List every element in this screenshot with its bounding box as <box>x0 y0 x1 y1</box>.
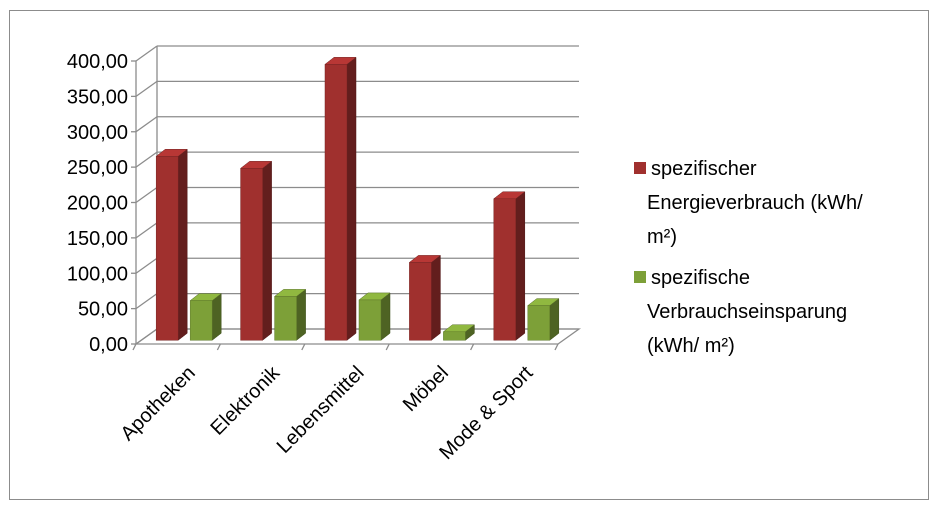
legend-label: spezifische <box>651 267 750 289</box>
x-tick-label: Lebensmittel <box>273 362 369 458</box>
x-tick-mark <box>554 343 559 351</box>
side-wall-gridline <box>135 186 158 204</box>
side-wall-gridline <box>135 80 158 97</box>
legend-swatch <box>634 271 646 283</box>
legend-label: m²) <box>647 226 677 248</box>
x-tick-mark <box>301 343 306 351</box>
x-tick-mark <box>385 343 390 351</box>
bar <box>527 305 551 341</box>
side-wall-gridline <box>135 293 158 310</box>
x-tick-label: Elektronik <box>206 361 284 439</box>
bar <box>358 299 382 341</box>
bar-side <box>346 56 357 341</box>
bar <box>240 168 263 341</box>
bar <box>324 64 348 341</box>
legend-label: (kWh/ m²) <box>647 335 735 357</box>
y-tick-label: 300,00 <box>67 122 128 144</box>
y-tick-label: 400,00 <box>67 51 128 73</box>
x-tick-mark <box>216 343 221 351</box>
bar <box>155 156 179 341</box>
legend-label: Energieverbrauch (kWh/ <box>647 192 863 214</box>
y-tick-label: 0,00 <box>89 334 128 356</box>
legend-label: Verbrauchseinsparung <box>647 301 847 323</box>
bar <box>409 262 432 341</box>
bar-side <box>515 191 526 341</box>
bar-side <box>431 254 441 341</box>
x-tick-mark <box>132 343 137 351</box>
bar <box>443 331 466 341</box>
legend-label: spezifischer <box>651 158 757 180</box>
side-wall-gridline <box>135 45 158 62</box>
x-tick-label: Möbel <box>399 362 453 416</box>
y-tick-label: 200,00 <box>67 193 128 215</box>
bar-side <box>380 292 391 341</box>
bar-side <box>211 293 222 341</box>
bar-side <box>262 160 272 341</box>
y-tick-label: 250,00 <box>67 157 128 179</box>
y-tick-label: 50,00 <box>78 299 128 321</box>
bar <box>189 300 213 341</box>
y-tick-label: 350,00 <box>67 86 128 108</box>
bar-side <box>177 148 188 341</box>
y-tick-label: 150,00 <box>67 228 128 250</box>
bar <box>274 296 297 341</box>
x-tick-mark <box>470 343 475 351</box>
legend-swatch <box>634 162 646 174</box>
bar <box>493 198 517 341</box>
x-tick-label: Apotheken <box>117 362 200 445</box>
floor-plane <box>133 328 582 345</box>
bar-side <box>296 288 306 341</box>
y-tick-label: 100,00 <box>67 263 128 285</box>
side-wall-gridline <box>135 151 158 168</box>
side-wall-gridline <box>135 116 158 133</box>
side-wall-gridline <box>135 222 158 239</box>
side-wall-gridline <box>135 257 158 274</box>
